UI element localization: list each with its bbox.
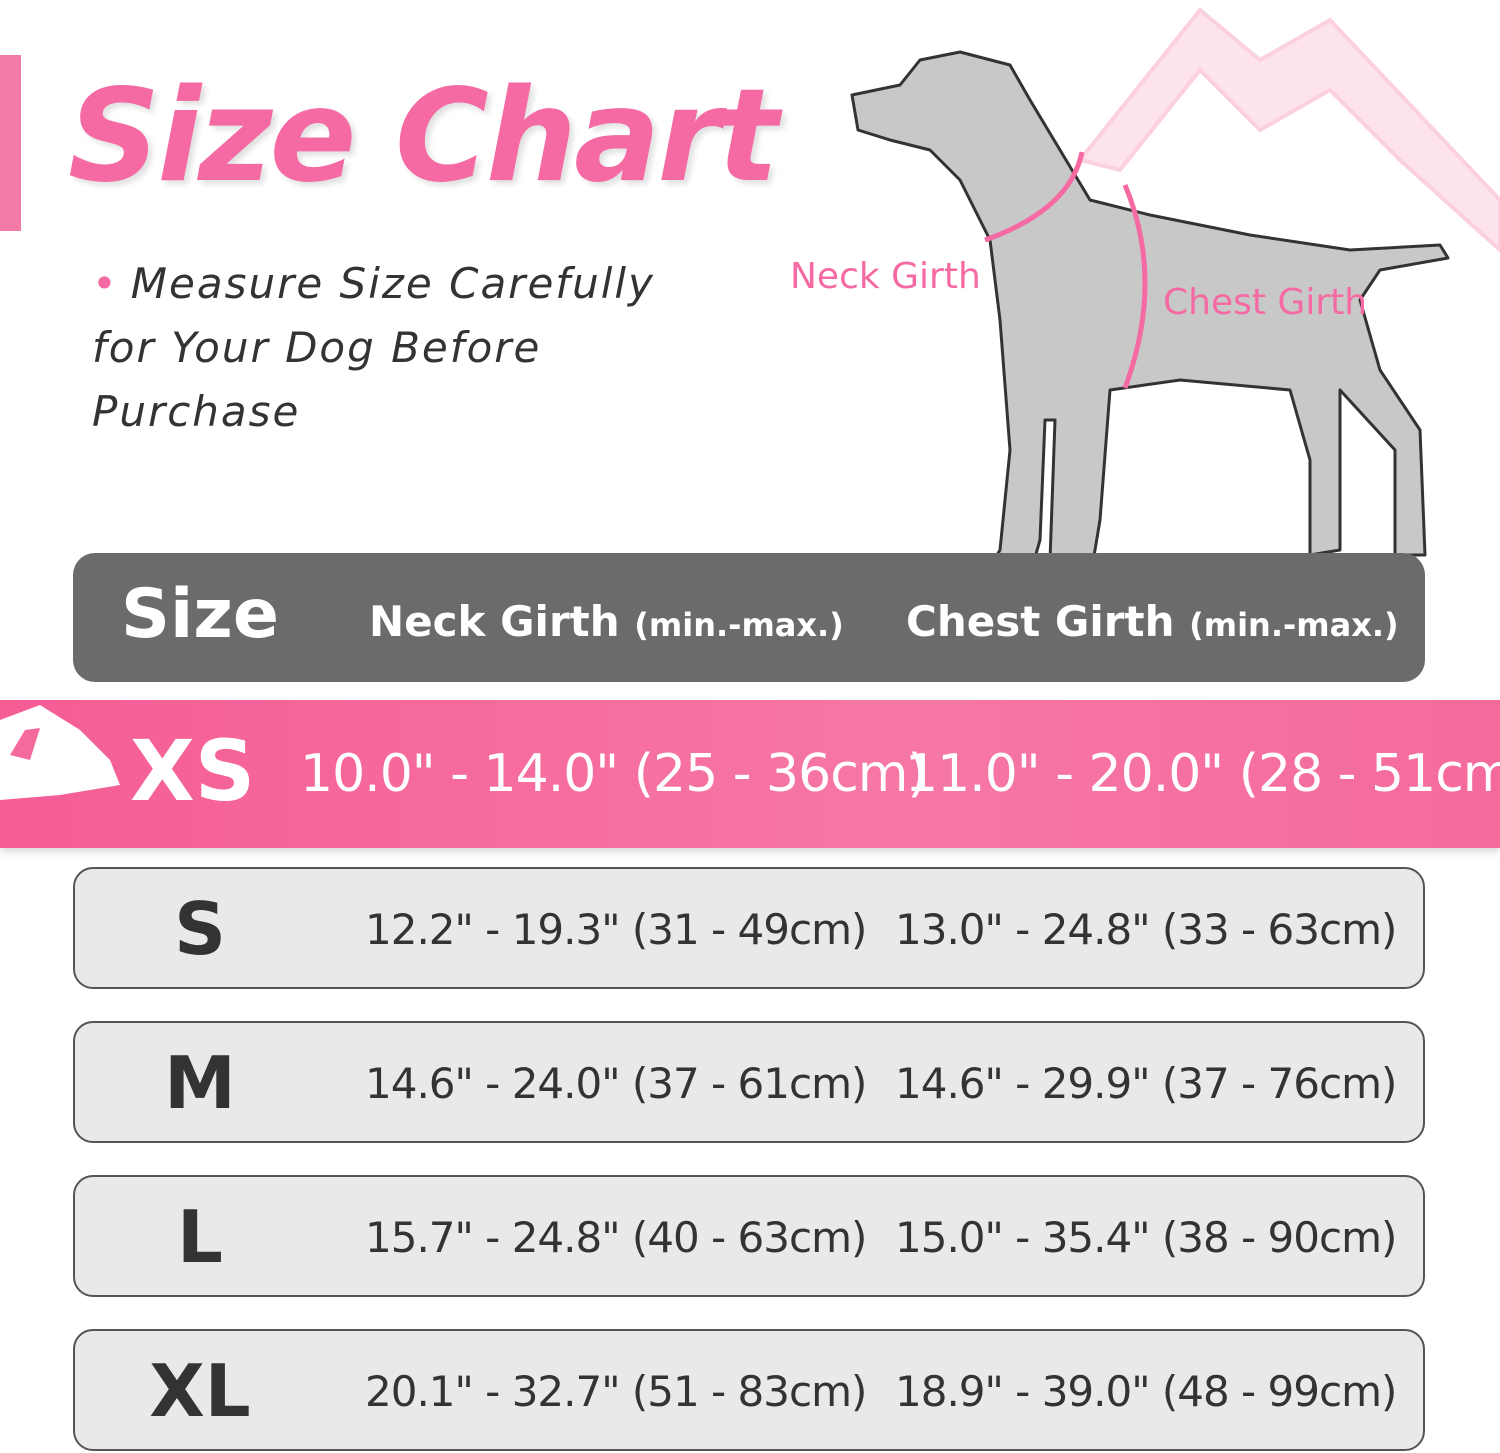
bullet: • [92, 259, 119, 308]
header-chest-girth: Chest Girth (min.-max.) [906, 597, 1399, 646]
dog-head-icon [0, 705, 120, 800]
table-row-xl: XL 20.1" - 32.7" (51 - 83cm) 18.9" - 39.… [73, 1329, 1425, 1451]
table-row-m: M 14.6" - 24.0" (37 - 61cm) 14.6" - 29.9… [73, 1021, 1425, 1143]
chest-girth-line [1122, 184, 1148, 389]
page-title: Size Chart [68, 62, 779, 211]
header-size: Size [121, 575, 279, 654]
size-label: XL [149, 1349, 251, 1433]
chest-girth-value: 13.0" - 24.8" (33 - 63cm) [895, 905, 1397, 954]
neck-girth-value: 14.6" - 24.0" (37 - 61cm) [365, 1059, 867, 1108]
header-chest-note: (min.-max.) [1189, 606, 1399, 644]
mountain-watermark [1076, 7, 1500, 253]
dog-measurement-diagram: Neck Girth Chest Girth [790, 7, 1500, 587]
header-neck-note: (min.-max.) [634, 606, 844, 644]
neck-girth-value: 15.7" - 24.8" (40 - 63cm) [365, 1213, 867, 1262]
neck-girth-value: 10.0" - 14.0" (25 - 36cm) [300, 744, 928, 804]
size-label: M [164, 1041, 236, 1125]
header-neck-label: Neck Girth [369, 597, 620, 646]
chest-girth-value: 11.0" - 20.0" (28 - 51cm) [905, 744, 1500, 804]
table-header: Size Neck Girth (min.-max.) Chest Girth … [73, 553, 1425, 682]
neck-girth-label: Neck Girth [790, 256, 981, 297]
size-label: L [177, 1195, 223, 1279]
neck-girth-value: 12.2" - 19.3" (31 - 49cm) [365, 905, 867, 954]
chest-girth-label: Chest Girth [1163, 282, 1367, 323]
table-row-s: S 12.2" - 19.3" (31 - 49cm) 13.0" - 24.8… [73, 867, 1425, 989]
size-label: XS [130, 722, 256, 820]
table-row-l: L 15.7" - 24.8" (40 - 63cm) 15.0" - 35.4… [73, 1175, 1425, 1297]
tip-text: Measure Size Carefully for Your Dog Befo… [92, 259, 655, 436]
neck-girth-value: 20.1" - 32.7" (51 - 83cm) [365, 1367, 867, 1416]
header-chest-label: Chest Girth [906, 597, 1175, 646]
size-label: S [174, 887, 226, 971]
chest-girth-value: 14.6" - 29.9" (37 - 76cm) [895, 1059, 1397, 1108]
chest-girth-value: 15.0" - 35.4" (38 - 90cm) [895, 1213, 1397, 1262]
chest-girth-value: 18.9" - 39.0" (48 - 99cm) [895, 1367, 1397, 1416]
header-neck-girth: Neck Girth (min.-max.) [369, 597, 844, 646]
accent-bar [0, 55, 21, 231]
neck-girth-line [984, 151, 1085, 243]
table-row-xs: XS 10.0" - 14.0" (25 - 36cm) 11.0" - 20.… [0, 700, 1500, 848]
measure-tip: • Measure Size Carefully for Your Dog Bef… [92, 252, 732, 444]
